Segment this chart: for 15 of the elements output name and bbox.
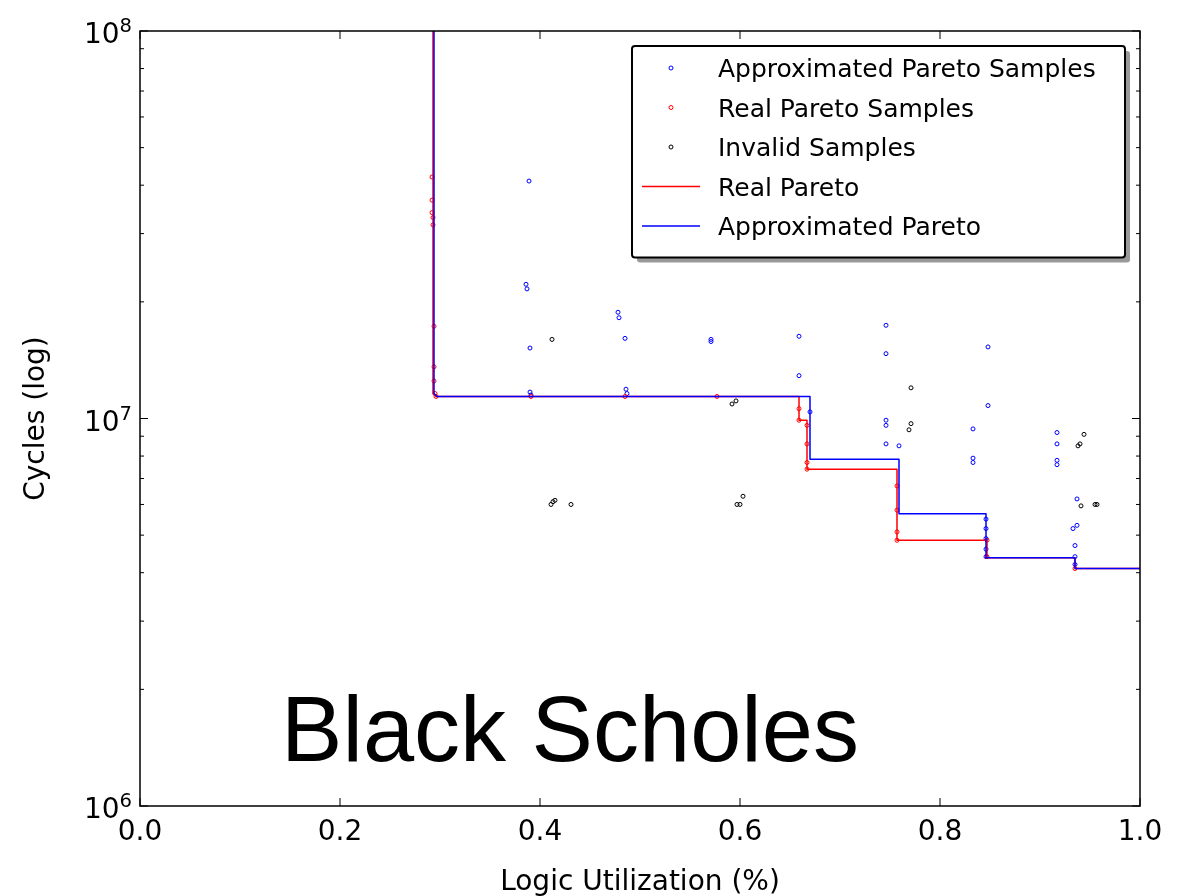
x-tick-label: 0.2 — [317, 814, 363, 847]
legend-label: Approximated Pareto — [718, 212, 981, 241]
x-tick-label: 0.4 — [517, 814, 563, 847]
x-tick-label: 0.8 — [917, 814, 963, 847]
legend-label: Invalid Samples — [718, 133, 916, 162]
y-tick-label: 10$^{8}$ — [83, 13, 132, 50]
annotation: Black Scholes — [281, 678, 859, 780]
y-axis-title: Cycles (log) — [18, 336, 51, 501]
x-tick-label: 1.0 — [1117, 814, 1163, 847]
legend-label: Real Pareto — [718, 172, 860, 202]
legend-label: Real Pareto Samples — [718, 93, 975, 123]
y-tick-label: 10$^{7}$ — [83, 401, 132, 438]
x-tick-label: 0.6 — [717, 814, 763, 847]
x-axis-title: Logic Utilization (%) — [500, 864, 780, 896]
legend-label: Approximated Pareto Samples — [718, 54, 1096, 83]
